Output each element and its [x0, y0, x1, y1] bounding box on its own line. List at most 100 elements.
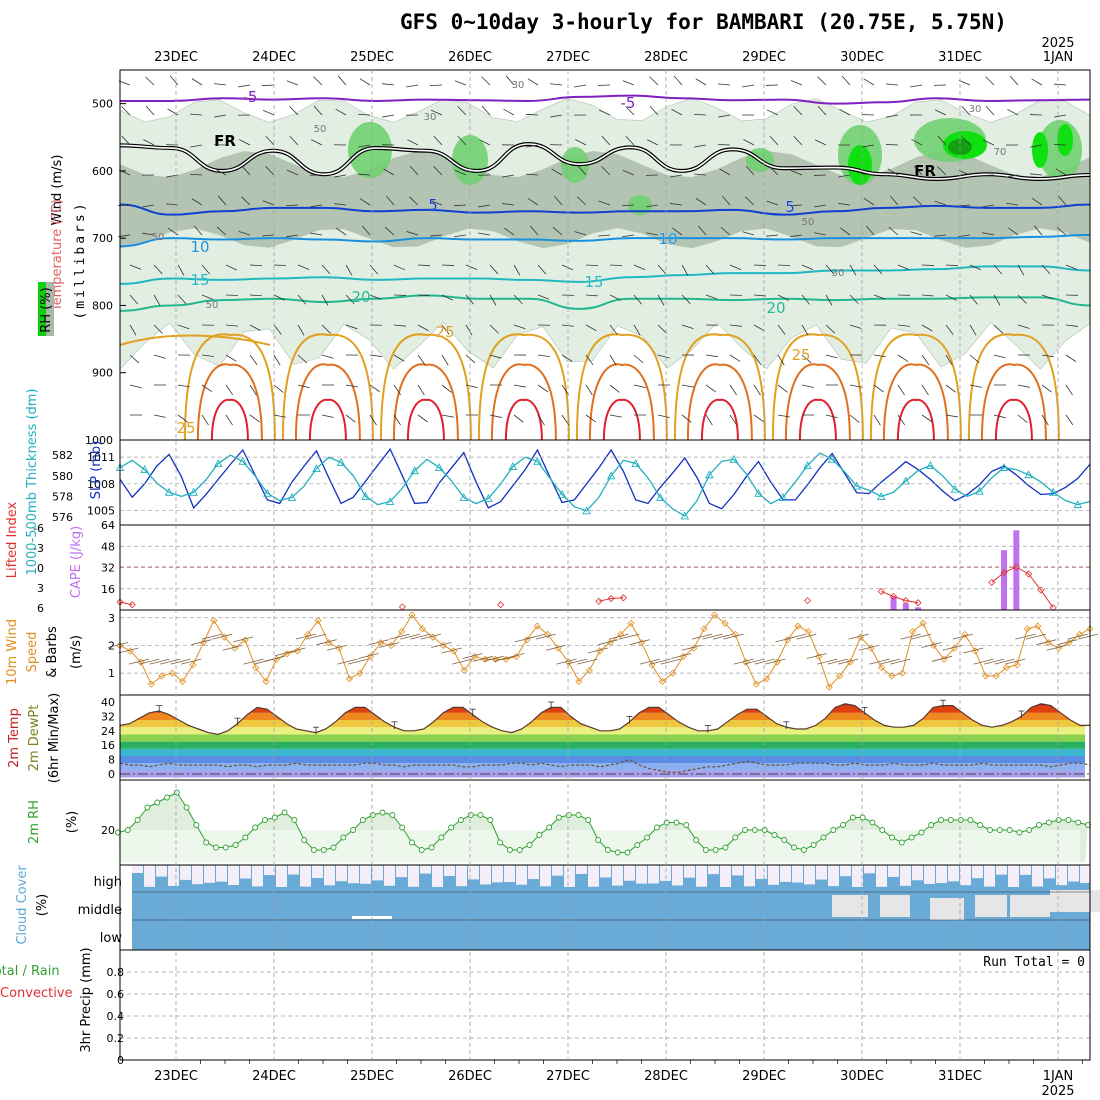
date-label-top: 30DEC	[840, 50, 884, 65]
lifted-index-line	[991, 566, 1054, 608]
wind-barb	[609, 294, 621, 301]
rh2m-point	[742, 827, 749, 833]
wind-barb	[609, 384, 620, 393]
cloud-layer-label: low	[100, 931, 123, 946]
wind-barb	[897, 264, 910, 271]
cloud-high-gap	[732, 865, 743, 876]
wind-barb-10m	[963, 647, 984, 654]
wind-barb	[897, 384, 905, 396]
rh2m-point	[252, 824, 259, 831]
wind-barb	[441, 384, 452, 393]
contour-label: 5	[785, 198, 795, 216]
wind-barb	[1041, 384, 1052, 393]
thickness-point	[164, 487, 174, 496]
thickness-point	[999, 463, 1009, 471]
rh2m-base	[120, 830, 1080, 862]
wind-barb	[576, 196, 587, 206]
wind-barb-10m	[796, 633, 817, 640]
wind-barb	[729, 324, 742, 327]
rh2m-point	[810, 842, 817, 848]
cloud-high-gap	[828, 865, 839, 887]
wind-barb	[358, 144, 371, 148]
cloud-high-gap	[384, 865, 395, 886]
wind-barb	[241, 196, 251, 206]
contour-25-0	[183, 333, 276, 441]
wind-speed-point	[877, 664, 885, 672]
contour-25-7	[869, 333, 962, 441]
rh-shading	[119, 97, 1091, 371]
thickness-point	[410, 466, 419, 475]
cloud-middle-gap	[975, 895, 1007, 917]
rh2m-point	[438, 834, 445, 841]
wind-barb	[817, 105, 827, 116]
rh2m-point	[497, 839, 504, 846]
wind-barb	[311, 139, 323, 146]
wind-barb	[873, 294, 886, 300]
wind-barb	[433, 166, 443, 176]
wind-barb	[289, 135, 299, 146]
wind-speed-point	[252, 664, 260, 672]
wind-barb	[297, 324, 305, 336]
wind-barb	[721, 195, 731, 206]
wind-barb	[191, 78, 203, 86]
thickness-point	[213, 458, 223, 467]
thickness-point	[1024, 470, 1033, 479]
wind-barb	[1030, 173, 1043, 176]
ylabel-wind-units: (m/s)	[69, 635, 84, 669]
wind-barb	[719, 168, 731, 176]
wind-barb	[454, 80, 467, 86]
wind-barb	[393, 324, 406, 327]
rh2m-point	[967, 817, 974, 823]
thickness-point	[189, 487, 198, 496]
wind-barb	[753, 354, 762, 366]
contour-35-4	[602, 398, 641, 441]
ylabel-rh2m: 2m RH	[27, 800, 42, 844]
contour-label: 20	[766, 299, 785, 317]
wind-barb	[286, 234, 299, 238]
cloud-high-gap	[228, 865, 239, 886]
rh2m-point	[134, 817, 141, 823]
wind-barb	[861, 114, 875, 116]
series-line-slp	[119, 447, 1091, 510]
lifted-index-point	[988, 578, 996, 586]
cloud-high-gap	[816, 865, 827, 880]
wind-barb	[729, 354, 741, 362]
contour-30-8	[980, 363, 1047, 441]
wind-barb	[814, 204, 827, 208]
wind-barb	[625, 136, 635, 146]
wind-barb	[720, 226, 731, 236]
wind-barb	[345, 384, 358, 388]
wind-barb	[769, 135, 779, 146]
wind-barb	[801, 294, 810, 305]
wind-barb	[585, 324, 597, 332]
cloud-high-gap	[288, 865, 299, 875]
wind-barb	[649, 105, 659, 116]
wind-barb	[609, 324, 618, 335]
wind-barb	[1053, 143, 1067, 146]
thickness-point	[655, 492, 665, 501]
tick-label-pressure: 500	[92, 98, 113, 111]
thickness-point	[975, 486, 984, 495]
rh2m-point	[418, 847, 425, 853]
wind-barb	[753, 324, 765, 332]
temp-band	[120, 712, 1085, 720]
wind-barb	[729, 414, 738, 426]
wind-barb	[177, 294, 187, 305]
wind-barb	[839, 108, 851, 116]
wind-barb	[888, 226, 899, 236]
rh2m-point	[840, 822, 847, 828]
wind-speed-point	[408, 611, 416, 619]
rh2m-point	[673, 819, 680, 826]
wind-barb	[646, 232, 659, 236]
rh-contour-label: 30	[832, 268, 845, 279]
wind-barb	[225, 354, 237, 362]
wind-barb	[993, 324, 1004, 334]
wind-barb	[769, 166, 779, 176]
wind-barb	[190, 113, 203, 116]
wind-barb	[129, 324, 137, 336]
rh2m-point	[291, 817, 298, 823]
tick-label-slp: 1008	[87, 478, 115, 491]
wind-speed-point	[272, 655, 281, 663]
cloud-high-gap	[804, 865, 815, 885]
